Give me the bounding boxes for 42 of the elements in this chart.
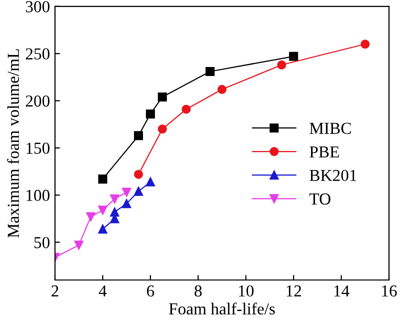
x-tick-label: 14 [334,285,350,296]
x-tick-label: 10 [238,285,254,297]
point [277,60,286,70]
point [98,206,108,215]
legend-label: TO [309,193,330,205]
x-tick-label: 2 [52,285,58,296]
point [134,131,144,140]
point [289,52,298,61]
x-tick-label: 6 [146,285,154,297]
point [217,84,227,94]
point [134,170,144,179]
point [86,212,96,222]
y-tick-label: 100 [26,190,50,202]
point [110,208,120,217]
x-tick-label: 16 [382,285,397,297]
y-tick-label: 150 [26,142,50,154]
point [98,224,108,234]
legend-label: BK201 [310,170,356,182]
point [146,109,155,118]
y-tick-label: 250 [26,48,50,60]
point [158,124,167,134]
point [158,92,167,102]
x-tick-label: 4 [98,285,107,296]
point [360,40,370,49]
x-tick-label: 12 [286,285,301,296]
point [122,199,132,208]
y-axis-title: Maximum foam volume/mL [7,49,19,238]
y-tick-label: 200 [26,95,50,107]
x-axis-title: Foam half-life/s [169,302,275,314]
legend-label: MIBC [310,122,351,134]
point [110,194,120,204]
x-tick-label: 8 [194,285,202,297]
point [122,188,132,197]
legend-label: PBE [310,146,339,158]
point [146,177,155,186]
point [98,174,108,184]
point [206,66,215,76]
y-tick-label: 300 [26,1,50,12]
point [134,186,144,196]
point [74,240,84,250]
point [182,104,191,114]
y-tick-label: 50 [34,236,50,248]
